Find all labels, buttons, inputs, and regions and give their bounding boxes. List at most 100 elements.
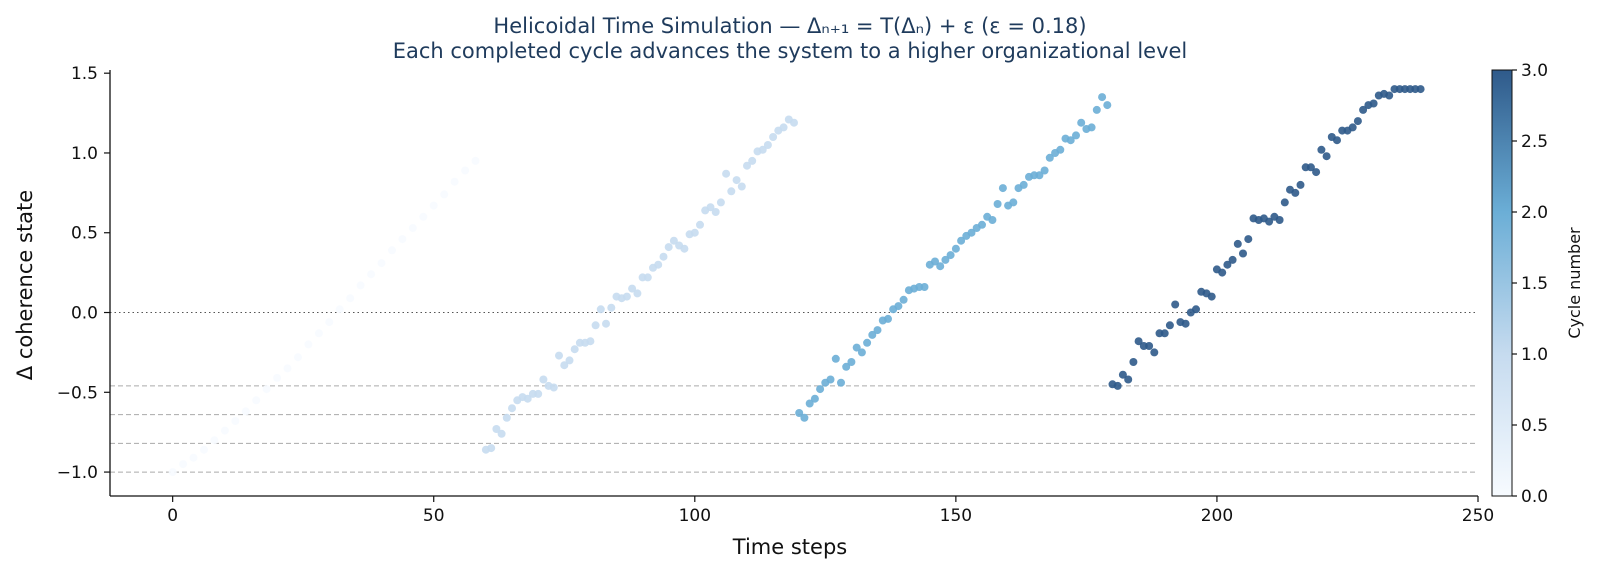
data-point-cycle-2 xyxy=(946,251,955,260)
x-axis-ticks: 0 50 100 150 200 250 xyxy=(167,496,1494,526)
data-point-cycle-2 xyxy=(1087,123,1096,132)
data-point-cycle-3 xyxy=(1416,85,1425,94)
data-point-cycle-1 xyxy=(643,273,652,282)
data-point-cycle-3 xyxy=(1296,180,1305,189)
data-point-cycle-3 xyxy=(1353,117,1362,126)
data-point-cycle-2 xyxy=(1066,136,1075,145)
data-point-cycle-0 xyxy=(450,177,459,186)
data-point-cycle-1 xyxy=(534,389,543,398)
data-point-cycle-2 xyxy=(941,255,950,264)
data-point-cycle-2 xyxy=(993,200,1002,208)
data-point-cycle-2 xyxy=(936,262,945,271)
data-point-cycle-0 xyxy=(220,426,229,435)
data-point-cycle-2 xyxy=(847,358,856,366)
data-point-cycle-2 xyxy=(1009,198,1018,207)
data-point-cycle-0 xyxy=(241,407,250,416)
data-point-cycle-3 xyxy=(1369,99,1378,108)
data-point-cycle-1 xyxy=(586,337,595,346)
data-point-cycle-3 xyxy=(1113,381,1122,390)
data-point-cycle-3 xyxy=(1244,235,1253,244)
data-point-cycle-0 xyxy=(419,212,428,221)
data-point-cycle-1 xyxy=(727,187,736,196)
data-point-cycle-3 xyxy=(1223,260,1232,269)
colorbar-tick-label: 2.0 xyxy=(1521,203,1548,223)
colorbar-ticks: 0.0 0.5 1.0 1.5 2.0 2.5 3.0 xyxy=(1512,61,1548,507)
data-point-cycle-3 xyxy=(1275,216,1284,224)
data-point-cycle-0 xyxy=(210,436,219,445)
data-point-cycle-0 xyxy=(200,445,208,454)
x-tick-label: 250 xyxy=(1462,506,1494,526)
data-point-cycle-0 xyxy=(335,305,344,314)
data-point-cycle-0 xyxy=(231,417,240,425)
y-tick-label: 1.0 xyxy=(71,144,98,164)
colorbar-tick-label: 3.0 xyxy=(1521,61,1548,81)
data-point-cycle-0 xyxy=(429,201,438,210)
data-point-cycle-3 xyxy=(1134,337,1143,346)
data-point-cycle-1 xyxy=(523,394,532,403)
data-point-cycle-2 xyxy=(805,399,814,408)
data-point-cycle-2 xyxy=(810,394,819,403)
data-point-cycle-2 xyxy=(831,354,840,363)
data-point-cycle-2 xyxy=(920,283,929,291)
data-point-cycle-2 xyxy=(894,302,903,311)
data-point-cycle-1 xyxy=(555,351,563,360)
data-point-cycle-0 xyxy=(283,364,292,373)
data-point-cycle-2 xyxy=(795,409,804,417)
data-point-cycle-3 xyxy=(1118,370,1127,379)
data-point-cycle-2 xyxy=(978,220,986,229)
data-point-cycle-1 xyxy=(758,145,767,154)
data-point-cycle-3 xyxy=(1359,105,1368,114)
data-point-cycle-0 xyxy=(408,224,417,232)
data-point-cycle-1 xyxy=(497,429,506,438)
data-point-cycle-1 xyxy=(711,208,720,216)
chart-subtitle: Each completed cycle advances the system… xyxy=(393,39,1188,63)
data-point-cycle-1 xyxy=(628,284,637,293)
data-point-cycle-1 xyxy=(565,356,574,365)
data-point-cycle-2 xyxy=(1040,166,1049,175)
data-point-cycle-1 xyxy=(669,236,678,245)
data-point-cycle-3 xyxy=(1181,319,1190,328)
data-point-cycle-3 xyxy=(1124,375,1133,384)
x-tick-label: 0 xyxy=(167,506,178,526)
data-point-cycle-2 xyxy=(884,314,892,323)
data-point-cycle-0 xyxy=(252,396,261,405)
data-point-cycle-2 xyxy=(1103,101,1112,110)
data-point-cycle-1 xyxy=(570,345,579,354)
y-tick-label: 0.0 xyxy=(71,304,98,324)
data-point-cycle-3 xyxy=(1265,217,1274,226)
data-point-cycle-1 xyxy=(560,361,569,370)
data-point-cycle-1 xyxy=(696,220,704,229)
data-point-cycle-3 xyxy=(1192,305,1200,314)
data-point-cycle-1 xyxy=(664,243,673,252)
data-point-cycle-2 xyxy=(1098,93,1107,102)
data-point-cycle-2 xyxy=(1035,171,1044,180)
data-point-cycle-1 xyxy=(659,252,668,261)
data-point-cycle-0 xyxy=(325,318,334,327)
x-tick-label: 100 xyxy=(679,506,711,526)
data-point-cycle-2 xyxy=(852,343,861,352)
data-point-cycle-2 xyxy=(873,326,882,335)
data-point-cycle-0 xyxy=(367,270,376,279)
data-point-cycle-1 xyxy=(622,292,631,301)
data-point-cycle-3 xyxy=(1207,292,1216,301)
data-point-cycle-0 xyxy=(471,156,480,165)
data-point-cycle-3 xyxy=(1150,348,1159,357)
data-point-cycle-3 xyxy=(1171,300,1180,309)
data-point-cycle-3 xyxy=(1333,136,1341,145)
data-point-cycle-2 xyxy=(868,330,877,339)
data-point-cycle-3 xyxy=(1233,239,1242,248)
y-tick-label: 1.5 xyxy=(71,64,98,84)
data-point-cycle-1 xyxy=(596,305,605,314)
data-point-cycle-3 xyxy=(1218,268,1227,277)
data-point-cycle-2 xyxy=(951,244,960,253)
data-point-cycle-2 xyxy=(826,375,835,384)
colorbar-tick-label: 0.0 xyxy=(1521,487,1548,507)
x-tick-label: 50 xyxy=(423,506,445,526)
data-point-cycle-0 xyxy=(388,246,396,255)
data-point-cycle-1 xyxy=(722,169,731,178)
colorbar-tick-label: 1.5 xyxy=(1521,274,1548,294)
data-point-cycle-0 xyxy=(294,353,302,362)
y-tick-label: −1.0 xyxy=(57,463,98,483)
data-point-cycle-0 xyxy=(273,373,282,382)
data-point-cycle-1 xyxy=(591,321,600,330)
